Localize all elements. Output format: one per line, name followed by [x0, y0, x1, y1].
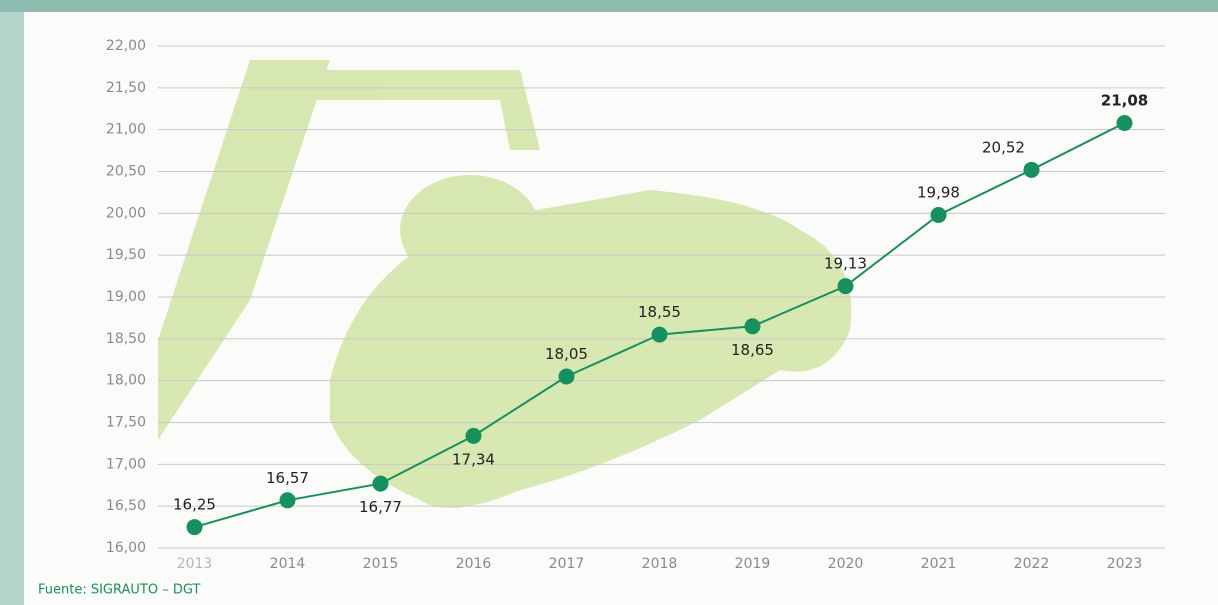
- x-tick-label: 2021: [921, 556, 957, 572]
- background-illustration: [158, 60, 852, 508]
- y-tick-label: 22,00: [106, 38, 146, 54]
- value-label: 18,65: [731, 341, 774, 359]
- value-label: 20,52: [982, 138, 1025, 156]
- y-tick-label: 18,00: [106, 373, 146, 389]
- y-tick-label: 20,50: [106, 164, 146, 180]
- y-tick-label: 16,00: [106, 540, 146, 556]
- x-tick-label: 2017: [549, 556, 585, 572]
- marker: [279, 492, 296, 509]
- y-tick-label: 21,00: [106, 122, 146, 138]
- marker: [651, 326, 668, 343]
- x-tick-label: 2016: [456, 556, 492, 572]
- y-tick-label: 17,00: [106, 456, 146, 472]
- marker: [744, 318, 761, 335]
- x-tick-label: 2023: [1107, 556, 1143, 572]
- y-tick-label: 18,50: [106, 331, 146, 347]
- marker: [1023, 161, 1040, 178]
- value-label: 16,57: [266, 469, 309, 487]
- y-tick-label: 21,50: [106, 80, 146, 96]
- marker: [465, 427, 482, 444]
- x-tick-label: 2014: [270, 556, 306, 572]
- y-tick-label: 19,50: [106, 247, 146, 263]
- y-tick-label: 19,00: [106, 289, 146, 305]
- x-tick-label: 2015: [363, 556, 399, 572]
- y-tick-label: 17,50: [106, 415, 146, 431]
- value-label: 21,08: [1101, 91, 1148, 109]
- value-label: 18,55: [638, 303, 681, 321]
- marker: [372, 475, 389, 492]
- marker: [1116, 114, 1133, 131]
- x-tick-label: 2013: [177, 556, 213, 572]
- x-tick-label: 2020: [828, 556, 864, 572]
- value-label: 18,05: [545, 345, 588, 363]
- source-note: Fuente: SIGRAUTO – DGT: [38, 583, 200, 598]
- x-tick-label: 2018: [642, 556, 678, 572]
- marker: [837, 278, 854, 295]
- value-label: 19,98: [917, 184, 960, 202]
- marker: [930, 207, 947, 224]
- value-label: 17,34: [452, 450, 495, 468]
- top-band: [0, 0, 1218, 12]
- value-label: 16,77: [359, 498, 402, 516]
- x-tick-label: 2019: [735, 556, 771, 572]
- marker: [558, 368, 575, 385]
- value-label: 19,13: [824, 255, 867, 273]
- x-tick-label: 2022: [1014, 556, 1050, 572]
- y-tick-label: 16,50: [106, 498, 146, 514]
- y-tick-label: 20,00: [106, 205, 146, 221]
- value-label: 16,25: [173, 496, 216, 514]
- marker: [186, 519, 203, 536]
